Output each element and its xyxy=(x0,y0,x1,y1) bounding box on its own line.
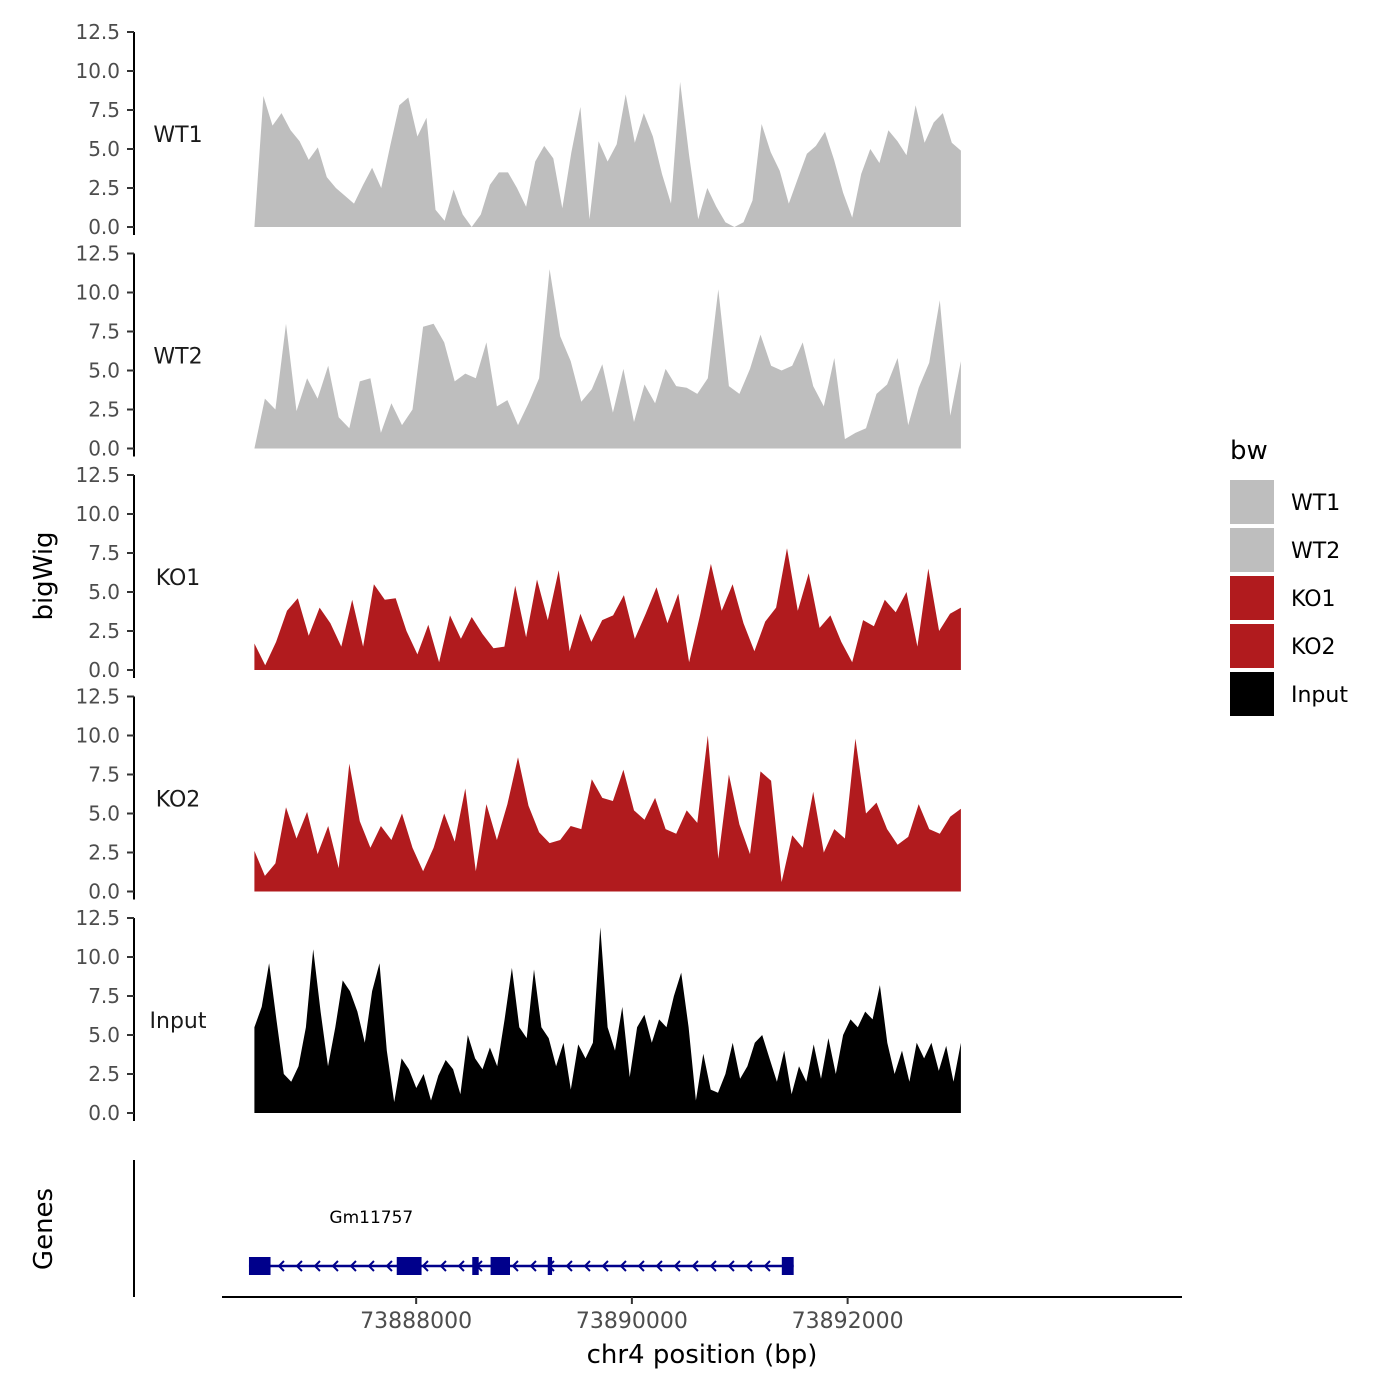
y-tick-label: 0.0 xyxy=(88,437,120,461)
exon xyxy=(781,1257,794,1275)
exon xyxy=(490,1257,510,1275)
y-tick-label: 2.5 xyxy=(88,176,120,200)
y-tick-label: 0.0 xyxy=(88,1101,120,1125)
y-tick-label: 5.0 xyxy=(88,137,120,161)
strand-arrow xyxy=(565,1260,573,1272)
y-tick-label: 7.5 xyxy=(88,763,120,787)
track-input: 0.0 2.5 5.0 7.5 10.0 12.5 Input xyxy=(75,906,961,1125)
strand-arrow xyxy=(709,1260,717,1272)
strand-arrow xyxy=(385,1260,393,1272)
y-tick-label: 7.5 xyxy=(88,541,120,565)
x-axis: 73888000 73890000 73892000 xyxy=(222,1296,1182,1334)
legend-item: KO1 xyxy=(1291,587,1336,612)
gene-name: Gm11757 xyxy=(329,1208,413,1228)
strand-arrow xyxy=(331,1260,339,1272)
x-tick-label: 73890000 xyxy=(576,1309,688,1334)
gene: Gm11757 xyxy=(248,1208,794,1275)
strand-arrow xyxy=(655,1260,663,1272)
strand-arrow xyxy=(601,1260,609,1272)
legend-item: KO2 xyxy=(1291,635,1336,660)
strand-arrow xyxy=(763,1260,771,1272)
y-axis-label: bigWig xyxy=(29,531,59,620)
signal-tracks: 0.0 2.5 5.0 7.5 10.0 12.5 WT1 0.0 2.5 5.0 7.5 10.0 1… xyxy=(75,20,961,1125)
strand-arrow xyxy=(691,1260,699,1272)
area-wt1 xyxy=(254,81,961,228)
exon xyxy=(472,1257,479,1275)
x-axis-label: chr4 position (bp) xyxy=(587,1340,818,1370)
y-tick-label: 10.0 xyxy=(75,281,120,305)
track-label: Input xyxy=(150,1009,207,1034)
strand-arrow xyxy=(367,1260,375,1272)
legend-swatch xyxy=(1230,528,1274,572)
y-tick-label: 7.5 xyxy=(88,320,120,344)
legend-item: WT2 xyxy=(1291,539,1340,564)
strand-arrow xyxy=(457,1260,465,1272)
area-ko2 xyxy=(254,735,961,892)
track-label: KO2 xyxy=(156,788,201,813)
strand-arrow xyxy=(673,1260,681,1272)
gene-track-label: Genes xyxy=(29,1188,59,1270)
y-tick-label: 12.5 xyxy=(75,906,120,930)
strand-arrow xyxy=(529,1260,537,1272)
legend-item: Input xyxy=(1291,683,1348,708)
exon xyxy=(547,1257,553,1275)
area-input xyxy=(254,927,961,1113)
track-label: WT2 xyxy=(153,345,202,370)
track-label: WT1 xyxy=(153,123,202,148)
exon xyxy=(248,1257,271,1275)
y-tick-label: 2.5 xyxy=(88,1062,120,1086)
y-tick-label: 5.0 xyxy=(88,802,120,826)
x-tick-label: 73892000 xyxy=(792,1309,904,1334)
y-tick-label: 10.0 xyxy=(75,502,120,526)
strand-arrow xyxy=(421,1260,429,1272)
y-tick-label: 10.0 xyxy=(75,724,120,748)
strand-arrow xyxy=(439,1260,447,1272)
track-wt2: 0.0 2.5 5.0 7.5 10.0 12.5 WT2 xyxy=(75,242,961,461)
strand-arrow xyxy=(637,1260,645,1272)
y-tick-label: 12.5 xyxy=(75,685,120,709)
y-tick-label: 7.5 xyxy=(88,984,120,1008)
y-tick-label: 7.5 xyxy=(88,98,120,122)
y-tick-label: 5.0 xyxy=(88,1023,120,1047)
strand-arrow xyxy=(277,1260,285,1272)
y-tick-label: 10.0 xyxy=(75,59,120,83)
track-ko1: 0.0 2.5 5.0 7.5 10.0 12.5 KO1 xyxy=(75,463,961,682)
y-tick-label: 12.5 xyxy=(75,242,120,266)
strand-arrow xyxy=(619,1260,627,1272)
gene-track: Gm11757 xyxy=(133,1160,794,1297)
strand-arrow xyxy=(745,1260,753,1272)
track-wt1: 0.0 2.5 5.0 7.5 10.0 12.5 WT1 xyxy=(75,20,961,239)
y-tick-label: 0.0 xyxy=(88,880,120,904)
strand-arrow xyxy=(511,1260,519,1272)
y-tick-label: 12.5 xyxy=(75,463,120,487)
y-tick-label: 2.5 xyxy=(88,619,120,643)
exon xyxy=(396,1257,422,1275)
area-ko1 xyxy=(254,548,961,670)
legend-swatch xyxy=(1230,624,1274,668)
legend-swatch xyxy=(1230,480,1274,524)
y-tick-label: 0.0 xyxy=(88,658,120,682)
area-wt2 xyxy=(254,269,961,449)
legend-swatch xyxy=(1230,672,1274,716)
strand-arrow xyxy=(313,1260,321,1272)
legend-title: bw xyxy=(1230,436,1268,466)
strand-arrow xyxy=(583,1260,591,1272)
y-tick-label: 10.0 xyxy=(75,945,120,969)
legend-swatch xyxy=(1230,576,1274,620)
legend: bw WT1 WT2 KO1 KO2 Input xyxy=(1230,436,1348,716)
y-tick-label: 12.5 xyxy=(75,20,120,44)
y-tick-label: 2.5 xyxy=(88,841,120,865)
track-label: KO1 xyxy=(156,566,201,591)
x-tick-label: 73888000 xyxy=(360,1309,472,1334)
strand-arrow xyxy=(295,1260,303,1272)
y-tick-label: 5.0 xyxy=(88,580,120,604)
y-tick-label: 2.5 xyxy=(88,398,120,422)
strand-arrow xyxy=(349,1260,357,1272)
track-ko2: 0.0 2.5 5.0 7.5 10.0 12.5 KO2 xyxy=(75,685,961,904)
y-tick-label: 0.0 xyxy=(88,215,120,239)
strand-arrow xyxy=(727,1260,735,1272)
legend-item: WT1 xyxy=(1291,491,1340,516)
y-tick-label: 5.0 xyxy=(88,359,120,383)
